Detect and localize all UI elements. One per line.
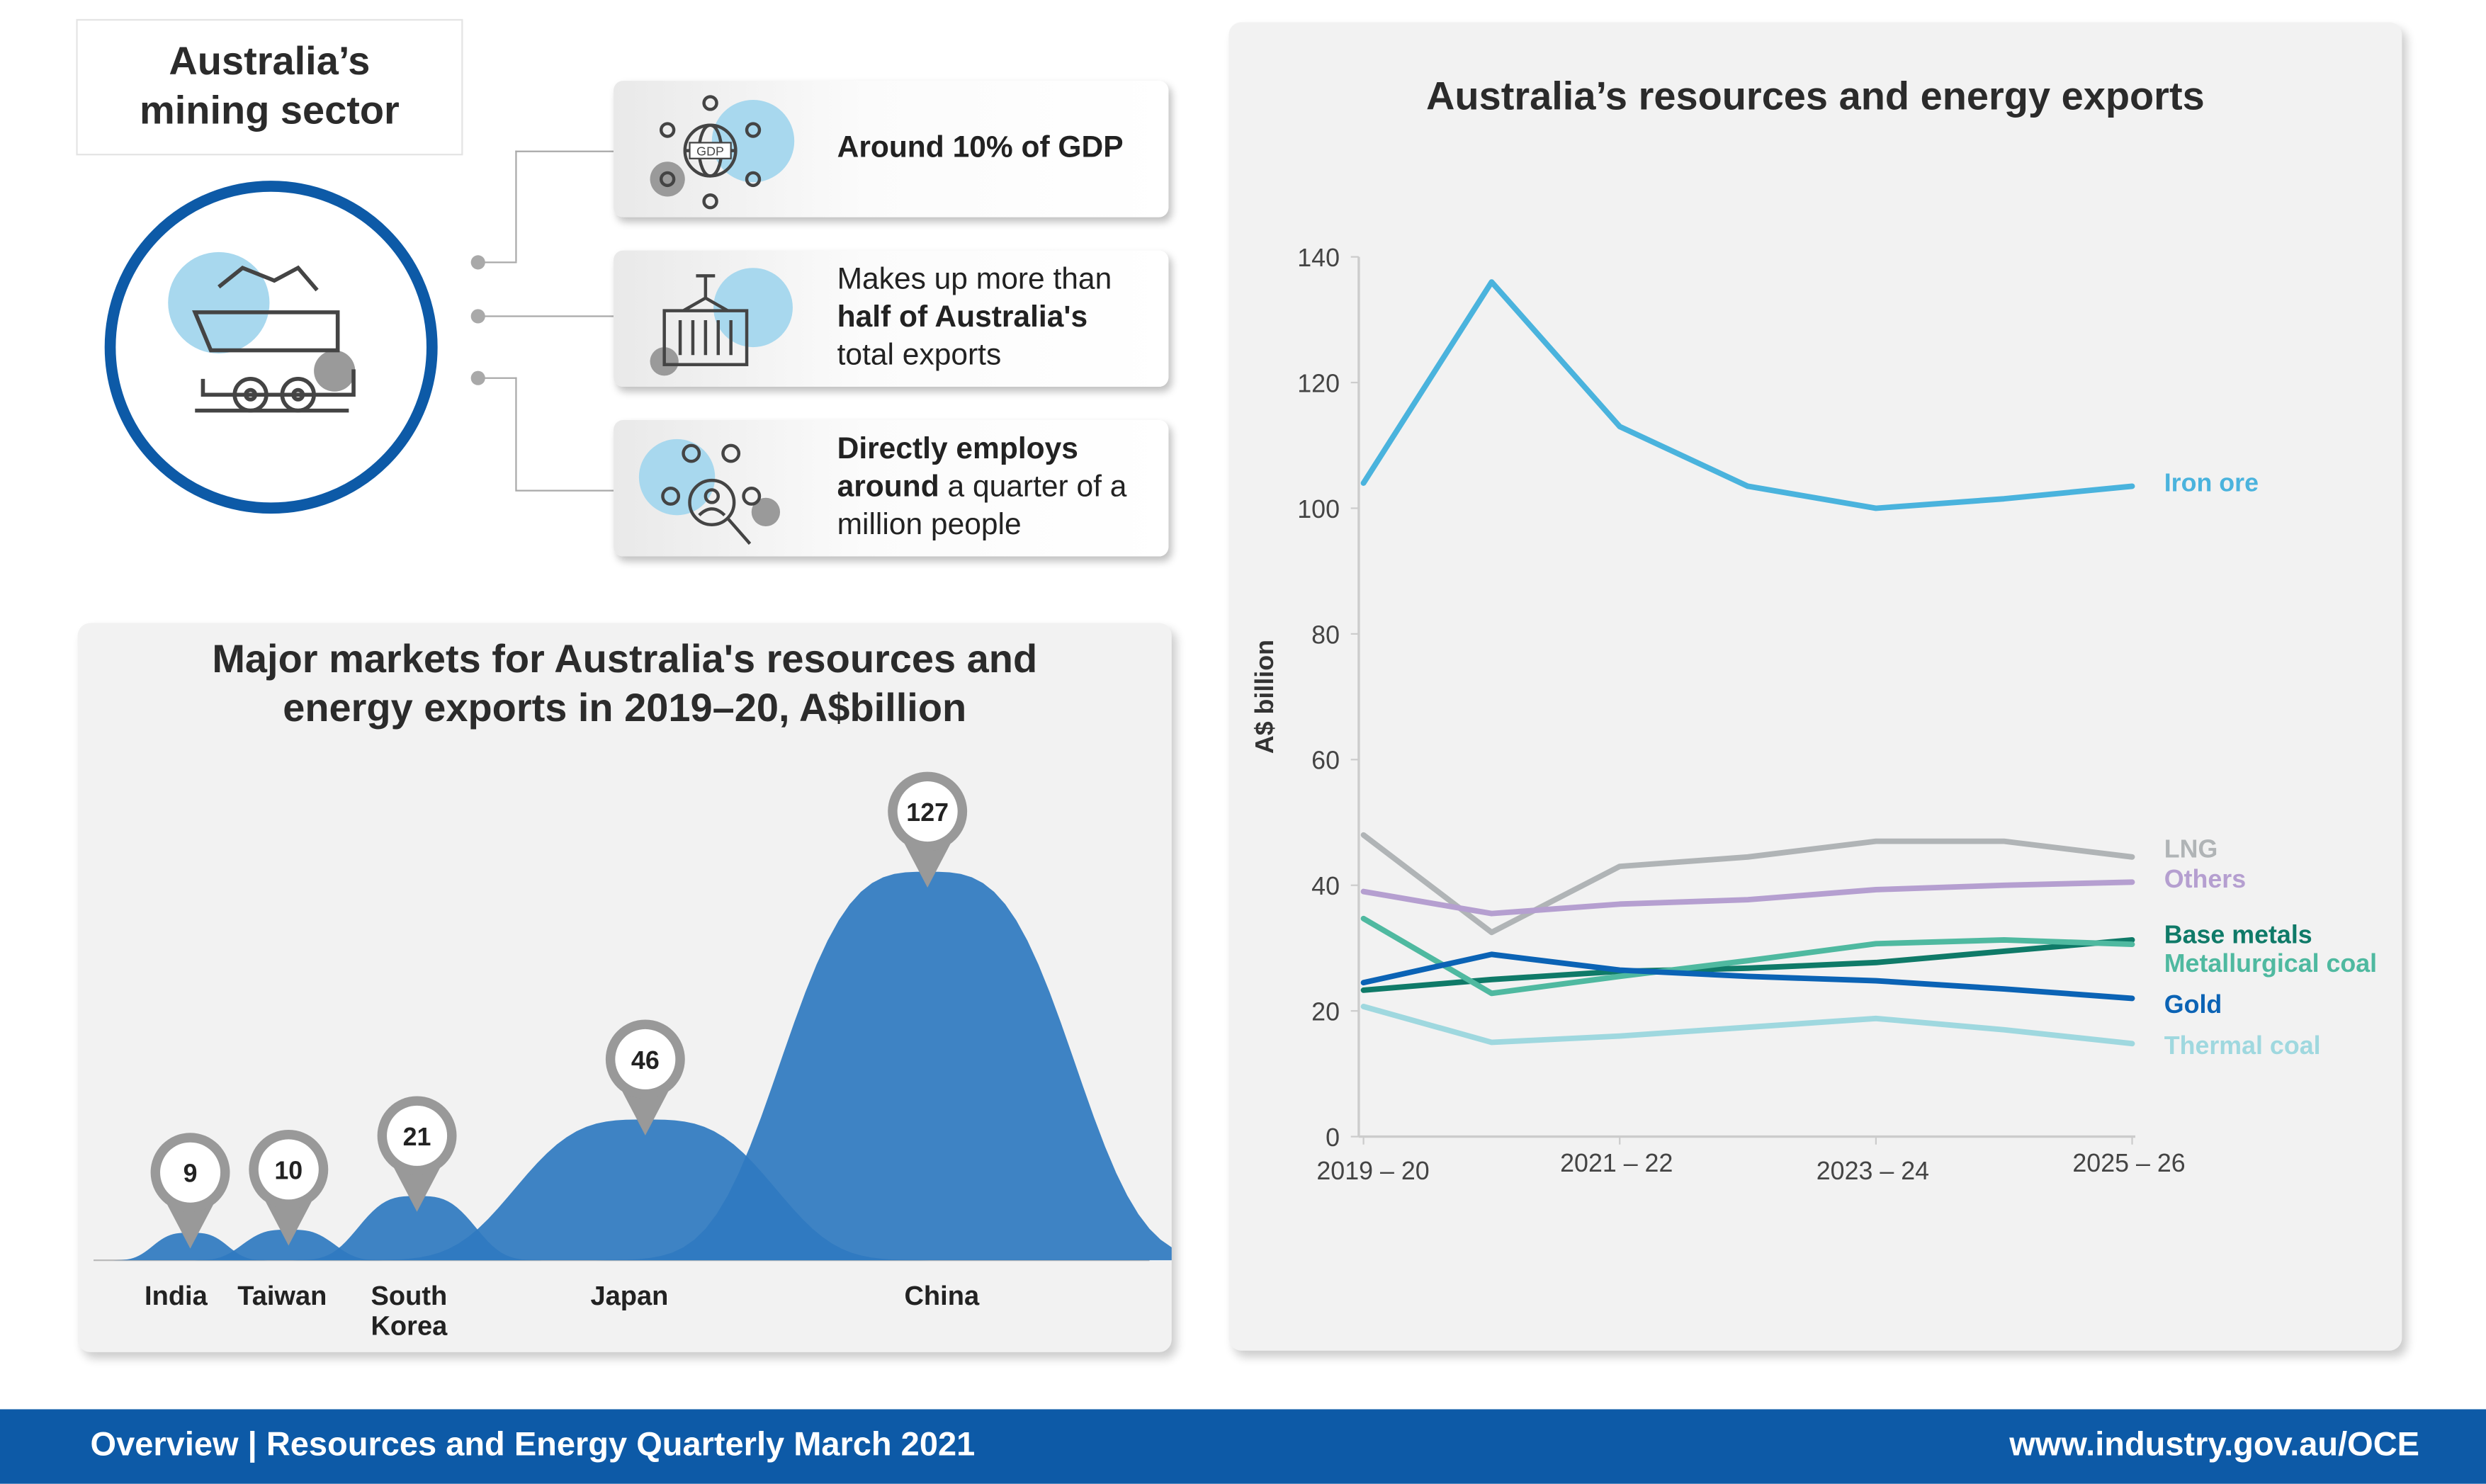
y-tick-label: 20 bbox=[1311, 998, 1340, 1026]
connector-dot bbox=[470, 255, 485, 270]
series-label: Metallurgical coal bbox=[2164, 949, 2377, 978]
connector-dot bbox=[470, 370, 485, 385]
series-label: Gold bbox=[2164, 990, 2222, 1019]
series-label: Others bbox=[2164, 865, 2246, 893]
major-markets-panel: Major markets for Australia's resources … bbox=[77, 623, 1172, 1352]
fact-text-line: million people bbox=[837, 509, 1022, 543]
market-label: Korea bbox=[371, 1311, 448, 1341]
series-label: Iron ore bbox=[2164, 469, 2259, 497]
y-tick-label: 80 bbox=[1311, 621, 1340, 649]
market-label: China bbox=[904, 1281, 979, 1311]
y-tick-label: 40 bbox=[1311, 872, 1340, 900]
market-label: Japan bbox=[590, 1281, 668, 1311]
title-line: Major markets for Australia's resources … bbox=[212, 637, 1038, 682]
market-label: South bbox=[371, 1281, 448, 1311]
fact-text-line: Makes up more than bbox=[837, 263, 1112, 297]
mining-icon-circle bbox=[104, 181, 438, 514]
title-line: mining sector bbox=[140, 89, 400, 133]
fact-text: Directly employs around a quarter of a m… bbox=[837, 420, 1127, 556]
fact-text-bold: half of Australia's bbox=[837, 301, 1088, 335]
fact-text: Around 10% of GDP bbox=[837, 131, 1124, 165]
people-search-icon bbox=[638, 438, 781, 545]
fact-text-bold: around bbox=[837, 470, 939, 504]
x-tick-label: 2023 – 24 bbox=[1817, 1157, 1929, 1185]
page-title: Australia’s mining sector bbox=[76, 18, 463, 156]
series-line-lng bbox=[1360, 832, 2135, 936]
y-tick-label: 60 bbox=[1311, 747, 1340, 775]
markets-chart-title: Major markets for Australia's resources … bbox=[78, 635, 1172, 734]
value-pin-inner bbox=[160, 1142, 221, 1203]
series-line-metallurgical-coal bbox=[1360, 915, 2135, 997]
shipping-container-icon bbox=[650, 268, 793, 376]
series-line-iron-ore bbox=[1360, 279, 2135, 511]
value-pin-inner bbox=[258, 1139, 319, 1200]
exports-chart-title: Australia’s resources and energy exports bbox=[1426, 74, 2205, 119]
gdp-network-icon: GDP bbox=[650, 95, 795, 210]
fact-text: Makes up more than half of Australia's t… bbox=[837, 251, 1112, 387]
value-pin-inner bbox=[615, 1029, 676, 1089]
y-tick-label: 120 bbox=[1297, 369, 1340, 397]
market-value-label: 46 bbox=[631, 1046, 660, 1075]
market-value-label: 127 bbox=[906, 798, 949, 827]
y-tick-label: 140 bbox=[1297, 244, 1340, 272]
market-label: Taiwan bbox=[237, 1281, 327, 1311]
connector-line bbox=[515, 150, 614, 152]
fact-card-employment: Directly employs around a quarter of a m… bbox=[614, 420, 1169, 557]
series-line-thermal-coal bbox=[1360, 1004, 2135, 1047]
connector-line bbox=[515, 377, 517, 490]
connector-line bbox=[478, 261, 517, 264]
series-line-others bbox=[1360, 879, 2135, 917]
fact-text-bold: Directly employs bbox=[837, 432, 1078, 466]
market-label: India bbox=[145, 1281, 208, 1311]
series-label: Thermal coal bbox=[2164, 1031, 2321, 1060]
connector-line bbox=[478, 315, 614, 317]
connector-line bbox=[515, 150, 517, 262]
x-tick-label: 2019 – 20 bbox=[1316, 1157, 1429, 1185]
market-peak bbox=[572, 871, 1172, 1261]
market-value-label: 21 bbox=[403, 1123, 431, 1151]
fact-text-line: total exports bbox=[837, 339, 1002, 373]
value-pin-inner bbox=[897, 781, 958, 842]
title-line: energy exports in 2019–20, A$billion bbox=[283, 686, 967, 731]
fact-card-exports: Makes up more than half of Australia's t… bbox=[614, 250, 1169, 387]
x-tick-label: 2021 – 22 bbox=[1560, 1149, 1673, 1177]
fact-card-gdp: GDP Around 10% of GDP bbox=[614, 81, 1169, 217]
gdp-badge-text: GDP bbox=[696, 144, 724, 158]
footer-link[interactable]: www.industry.gov.au/OCE bbox=[2009, 1427, 2420, 1463]
series-label: LNG bbox=[2164, 835, 2218, 863]
series-line-base-metals bbox=[1360, 936, 2135, 993]
y-tick-label: 0 bbox=[1326, 1123, 1340, 1152]
x-tick-label: 2025 – 26 bbox=[2072, 1149, 2185, 1177]
mining-cart-icon bbox=[168, 251, 356, 413]
y-axis-label: A$ billion bbox=[1250, 640, 1279, 754]
exports-chart-panel: Australia’s resources and energy exports… bbox=[1228, 22, 2402, 1351]
market-value-label: 9 bbox=[183, 1160, 198, 1188]
value-pin-inner bbox=[387, 1105, 448, 1166]
y-tick-label: 100 bbox=[1297, 495, 1340, 523]
footer-publication: Overview | Resources and Energy Quarterl… bbox=[90, 1427, 976, 1463]
series-line-gold bbox=[1360, 951, 2135, 1002]
title-line: Australia’s bbox=[169, 39, 371, 84]
connector-line bbox=[478, 377, 517, 379]
connector-line bbox=[515, 489, 614, 492]
market-value-label: 10 bbox=[274, 1156, 303, 1184]
fact-text-line: a quarter of a bbox=[939, 470, 1127, 504]
connector-dot bbox=[470, 309, 485, 324]
footer-bar: Overview | Resources and Energy Quarterl… bbox=[0, 1409, 2486, 1484]
exports-line-chart: 0 20 40 60 80 100 120 140 2019 – 20 2021 – 22 2023… bbox=[1250, 244, 2377, 1185]
series-label: Base metals bbox=[2164, 921, 2312, 949]
